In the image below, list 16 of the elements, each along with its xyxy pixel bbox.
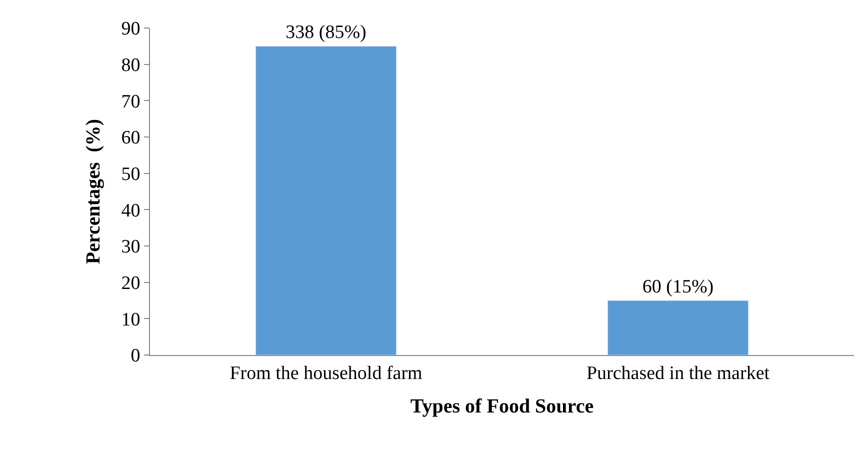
- x-axis-title: Types of Food Source: [410, 395, 594, 418]
- y-tick-label: 60: [121, 128, 140, 149]
- x-tick-label: Purchased in the market: [586, 362, 770, 384]
- y-tick-label: 0: [130, 346, 140, 367]
- y-axis-title: Percentages (%): [82, 118, 105, 264]
- y-tick-label: 10: [121, 309, 140, 330]
- y-tick-label: 80: [121, 54, 140, 76]
- y-tick-label: 70: [121, 91, 140, 112]
- y-tick-label: 20: [121, 272, 140, 294]
- y-tick-label: 30: [121, 236, 140, 258]
- data-label: 60 (15%): [642, 276, 714, 298]
- x-tick-label: From the household farm: [230, 362, 423, 384]
- y-tick-label: 40: [121, 200, 140, 222]
- y-tick-label: 50: [121, 164, 140, 185]
- data-label: 338 (85%): [286, 22, 366, 44]
- y-tick-label: 90: [121, 18, 140, 40]
